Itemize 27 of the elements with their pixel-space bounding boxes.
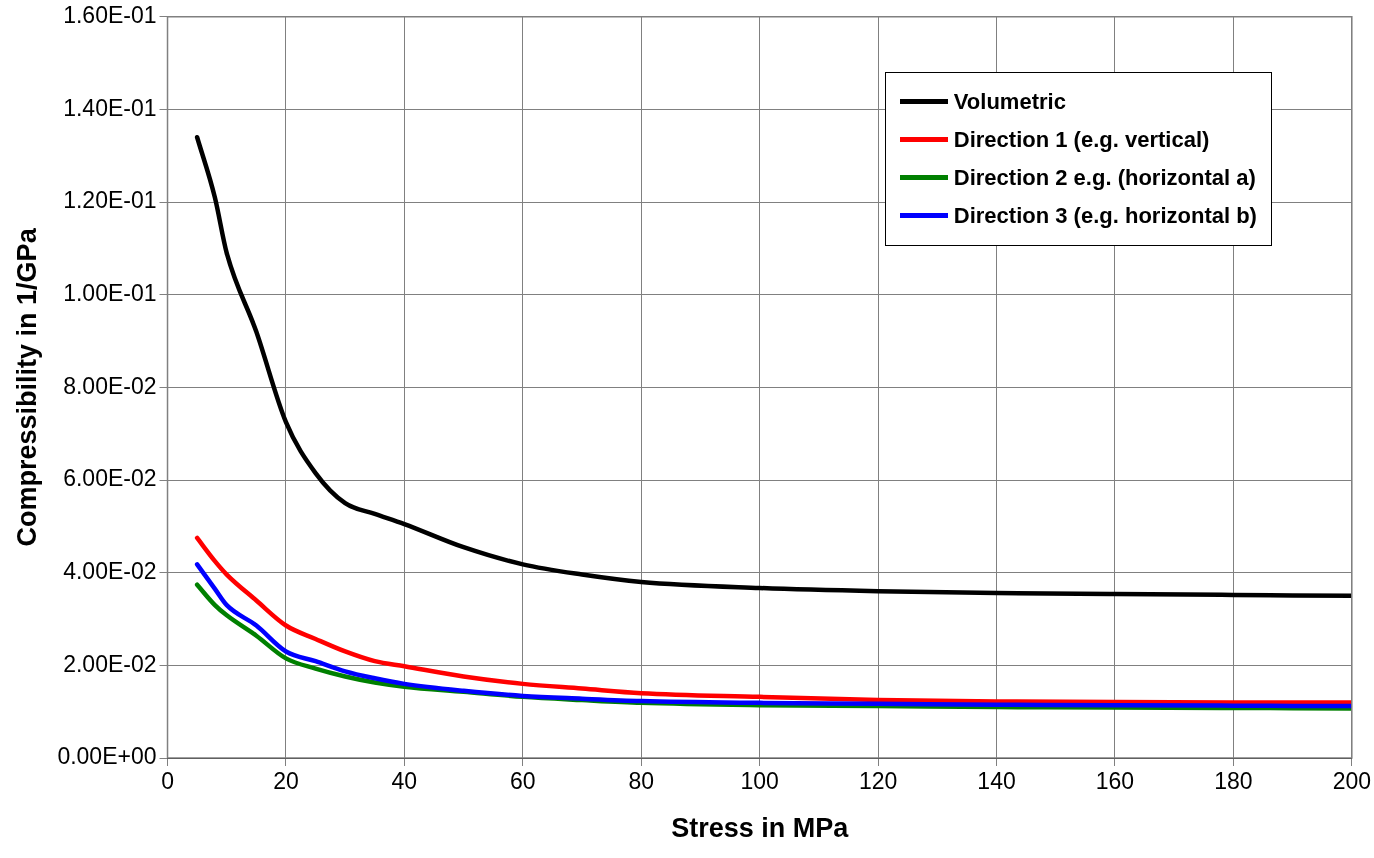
- x-tick-label: 0: [161, 768, 174, 795]
- x-tick-label: 100: [740, 768, 779, 795]
- y-tick-label: 0.00E+00: [57, 743, 157, 770]
- y-tick-label: 6.00E-02: [63, 465, 157, 492]
- x-tick-label: 40: [391, 768, 418, 795]
- legend-label: Direction 3 (e.g. horizontal b): [953, 202, 1257, 229]
- y-tick-label: 8.00E-02: [63, 372, 157, 399]
- y-tick-label: 4.00E-02: [63, 558, 157, 585]
- y-tick-label: 1.60E-01: [63, 2, 157, 29]
- legend-label: Direction 1 (e.g. vertical): [953, 126, 1210, 153]
- y-tick-label: 1.40E-01: [63, 94, 157, 121]
- x-tick-label: 60: [510, 768, 536, 795]
- x-tick-label: 140: [977, 768, 1016, 795]
- x-tick-label: 20: [273, 768, 299, 795]
- legend-label: Direction 2 e.g. (horizontal a): [953, 164, 1256, 191]
- line-series: [194, 535, 1352, 705]
- y-tick-label: 1.00E-01: [63, 280, 157, 307]
- x-tick-label: 160: [1095, 768, 1135, 795]
- x-tick-label: 120: [858, 768, 898, 795]
- x-tick-label: 200: [1332, 768, 1371, 795]
- legend-label: Volumetric: [953, 88, 1066, 115]
- y-tick-label: 1.20E-01: [63, 187, 157, 214]
- y-axis-title: Compressibility in 1/GPa: [11, 227, 42, 547]
- x-tick-label: 180: [1214, 768, 1253, 795]
- y-tick-label: 2.00E-02: [63, 650, 157, 677]
- x-tick-label: 80: [628, 768, 655, 795]
- x-axis-title: Stress in MPa: [671, 813, 850, 844]
